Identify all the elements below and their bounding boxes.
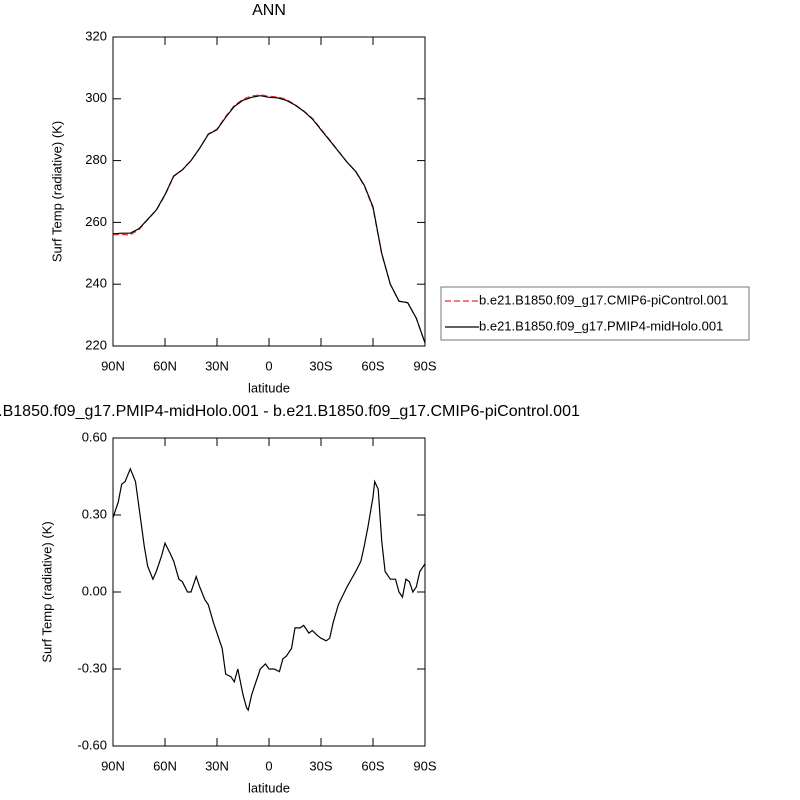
data-line [112,95,426,344]
x-tick-label: 30N [205,758,229,773]
y-tick-label: 0.60 [82,429,107,444]
plot-frame [112,36,426,347]
chart-title: ANN [252,2,286,19]
x-tick-label: 90N [101,758,125,773]
x-tick-label: 30S [309,358,332,373]
legend-label: b.e21.B1850.f09_g17.PMIP4-midHolo.001 [479,318,723,333]
data-line [112,467,426,712]
y-tick-label: -0.60 [77,737,107,752]
y-tick-label: -0.30 [77,660,107,675]
y-tick-label: 240 [85,276,107,291]
x-tick-label: 90S [413,758,436,773]
data-line [112,94,426,344]
x-tick-label: 0 [265,358,272,373]
y-tick-label: 320 [85,28,107,43]
x-tick-label: 60S [361,758,384,773]
y-tick-label: 220 [85,337,107,352]
x-tick-label: 60S [361,358,384,373]
legend-box [440,286,750,341]
x-tick-label: 30S [309,758,332,773]
x-axis-label: latitude [248,380,290,395]
y-tick-label: 0.30 [82,506,107,521]
x-tick-label: 30N [205,358,229,373]
legend-label: b.e21.B1850.f09_g17.CMIP6-piControl.001 [479,292,728,307]
chart-title: b.e21.B1850.f09_g17.PMIP4-midHolo.001 - … [0,403,580,420]
x-tick-label: 90S [413,358,436,373]
x-tick-label: 90N [101,358,125,373]
plot-frame [112,437,426,747]
y-tick-label: 0.00 [82,583,107,598]
y-axis-label: Surf Temp (radiative) (K) [39,521,54,662]
y-tick-label: 280 [85,152,107,167]
x-tick-label: 60N [153,358,177,373]
y-tick-label: 260 [85,214,107,229]
y-tick-label: 300 [85,90,107,105]
x-tick-label: 0 [265,758,272,773]
y-axis-label: Surf Temp (radiative) (K) [49,121,64,262]
x-axis-label: latitude [248,780,290,795]
x-tick-label: 60N [153,758,177,773]
